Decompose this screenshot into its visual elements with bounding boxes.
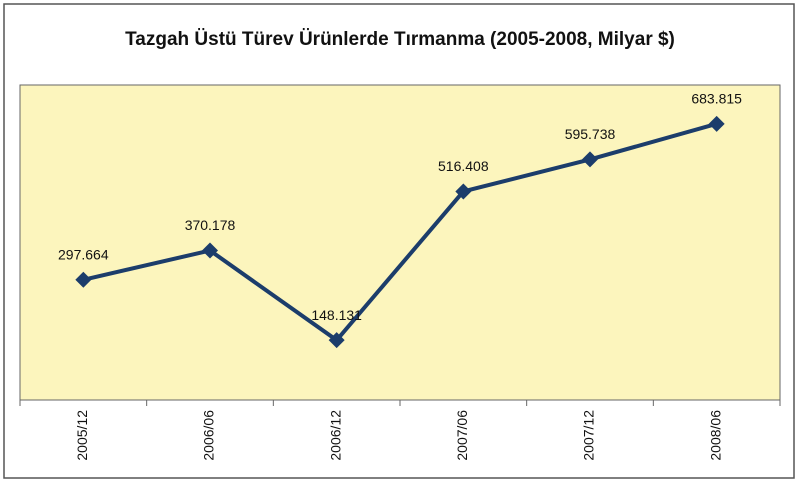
- plot-area: [19, 84, 781, 401]
- data-label: 516.408: [438, 158, 489, 174]
- data-label: 148.131: [311, 307, 362, 323]
- marker: [202, 242, 218, 259]
- x-tick-label: 2006/12: [327, 410, 343, 461]
- x-tick-label: 2007/06: [454, 410, 470, 461]
- data-label: 683.815: [691, 91, 742, 107]
- marker: [328, 332, 345, 349]
- chart-title: Tazgah Üstü Türev Ürünlerde Tırmanma (20…: [125, 29, 675, 50]
- x-tick-label: 2005/12: [74, 410, 90, 461]
- marker: [75, 271, 92, 288]
- x-tick-label: 2007/12: [581, 410, 597, 461]
- x-tick-label: 2006/06: [201, 410, 217, 461]
- line: [82, 121, 718, 343]
- data-label: 297.664: [58, 246, 109, 262]
- marker: [708, 115, 725, 132]
- data-label: 370.178: [185, 217, 236, 233]
- data-label: 595.738: [565, 126, 616, 142]
- marker: [582, 151, 598, 168]
- marker: [455, 183, 472, 200]
- x-tick-label: 2008/06: [707, 410, 723, 461]
